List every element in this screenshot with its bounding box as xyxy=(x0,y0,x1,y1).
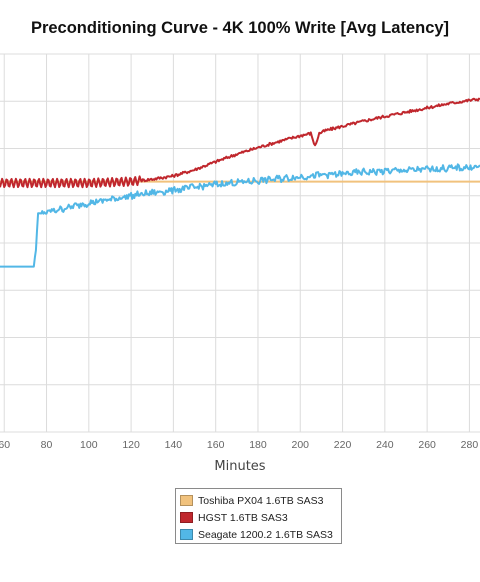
x-axis: 60 80 100 120 140 160 180 200 220 240 260 280 xyxy=(0,439,478,451)
series-lines xyxy=(0,97,480,268)
legend-swatch xyxy=(180,529,193,540)
x-tick-label: 120 xyxy=(122,439,140,451)
legend-label: Toshiba PX04 1.6TB SAS3 xyxy=(198,494,324,507)
legend-swatch xyxy=(180,512,193,523)
x-tick-label: 260 xyxy=(418,439,436,451)
x-tick-label: 220 xyxy=(334,439,352,451)
legend-label: HGST 1.6TB SAS3 xyxy=(198,511,288,524)
chart-title: Preconditioning Curve - 4K 100% Write [A… xyxy=(30,19,450,37)
legend-item-toshiba: Toshiba PX04 1.6TB SAS3 xyxy=(180,492,337,509)
x-tick-label: 100 xyxy=(80,439,98,451)
legend: Toshiba PX04 1.6TB SAS3 HGST 1.6TB SAS3 … xyxy=(175,488,342,544)
x-axis-label: Minutes xyxy=(214,459,266,474)
series-line-seagate xyxy=(0,163,480,268)
x-tick-label: 140 xyxy=(165,439,183,451)
legend-item-hgst: HGST 1.6TB SAS3 xyxy=(180,509,337,526)
grid-lines xyxy=(0,53,480,433)
series-line-hgst xyxy=(0,97,480,189)
x-tick-label: 180 xyxy=(249,439,267,451)
x-tick-label: 280 xyxy=(461,439,479,451)
line-chart: 60 80 100 120 140 160 180 200 220 240 260 280 xyxy=(0,53,480,451)
legend-item-seagate: Seagate 1200.2 1.6TB SAS3 xyxy=(180,526,337,543)
x-tick-label: 60 xyxy=(0,439,10,451)
x-tick-label: 160 xyxy=(207,439,225,451)
legend-swatch xyxy=(180,495,193,506)
x-tick-label: 200 xyxy=(291,439,309,451)
x-tick-label: 80 xyxy=(41,439,53,451)
legend-label: Seagate 1200.2 1.6TB SAS3 xyxy=(198,528,333,541)
x-tick-label: 240 xyxy=(376,439,394,451)
